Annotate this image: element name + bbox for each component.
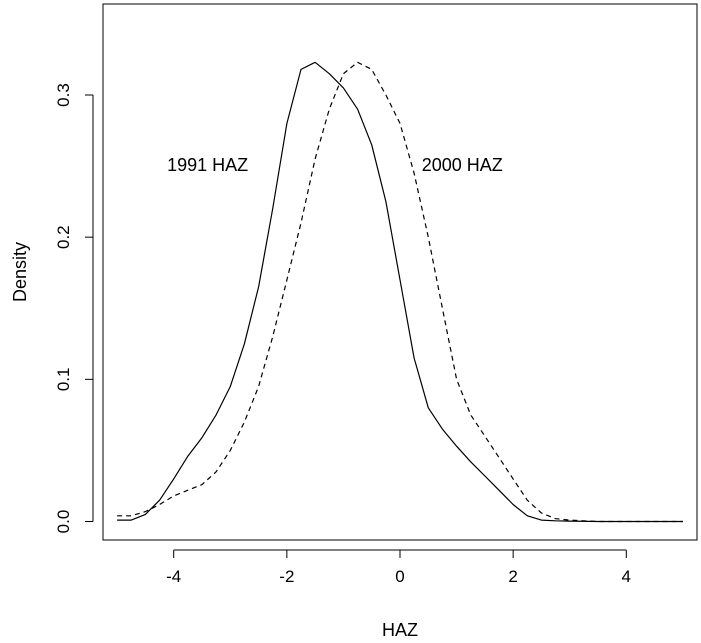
y-tick-label: 0.2 <box>54 225 73 249</box>
annotations: 1991 HAZ 2000 HAZ <box>167 155 503 175</box>
series-line-dashed <box>117 61 683 523</box>
y-tick-label: 0.1 <box>54 368 73 392</box>
plot-area-frame <box>102 3 698 541</box>
x-tick-label: -4 <box>166 567 181 586</box>
annotation-label: 2000 HAZ <box>422 155 503 175</box>
x-tick-label: 4 <box>622 567 631 586</box>
y-tick-label: 0.0 <box>54 510 73 534</box>
x-tick-label: -2 <box>279 567 294 586</box>
x-tick-label: 0 <box>395 567 404 586</box>
series-line-solid <box>117 61 683 523</box>
annotation-label: 1991 HAZ <box>167 155 248 175</box>
x-axis-title: HAZ <box>382 620 418 640</box>
y-tick-label: 0.3 <box>54 83 73 107</box>
series-layer <box>117 61 683 523</box>
x-axis: -4 -2 0 2 4 <box>166 549 631 586</box>
y-axis-title: Density <box>10 242 30 302</box>
y-axis: 0.0 0.1 0.2 0.3 <box>54 83 94 534</box>
x-tick-label: 2 <box>508 567 517 586</box>
